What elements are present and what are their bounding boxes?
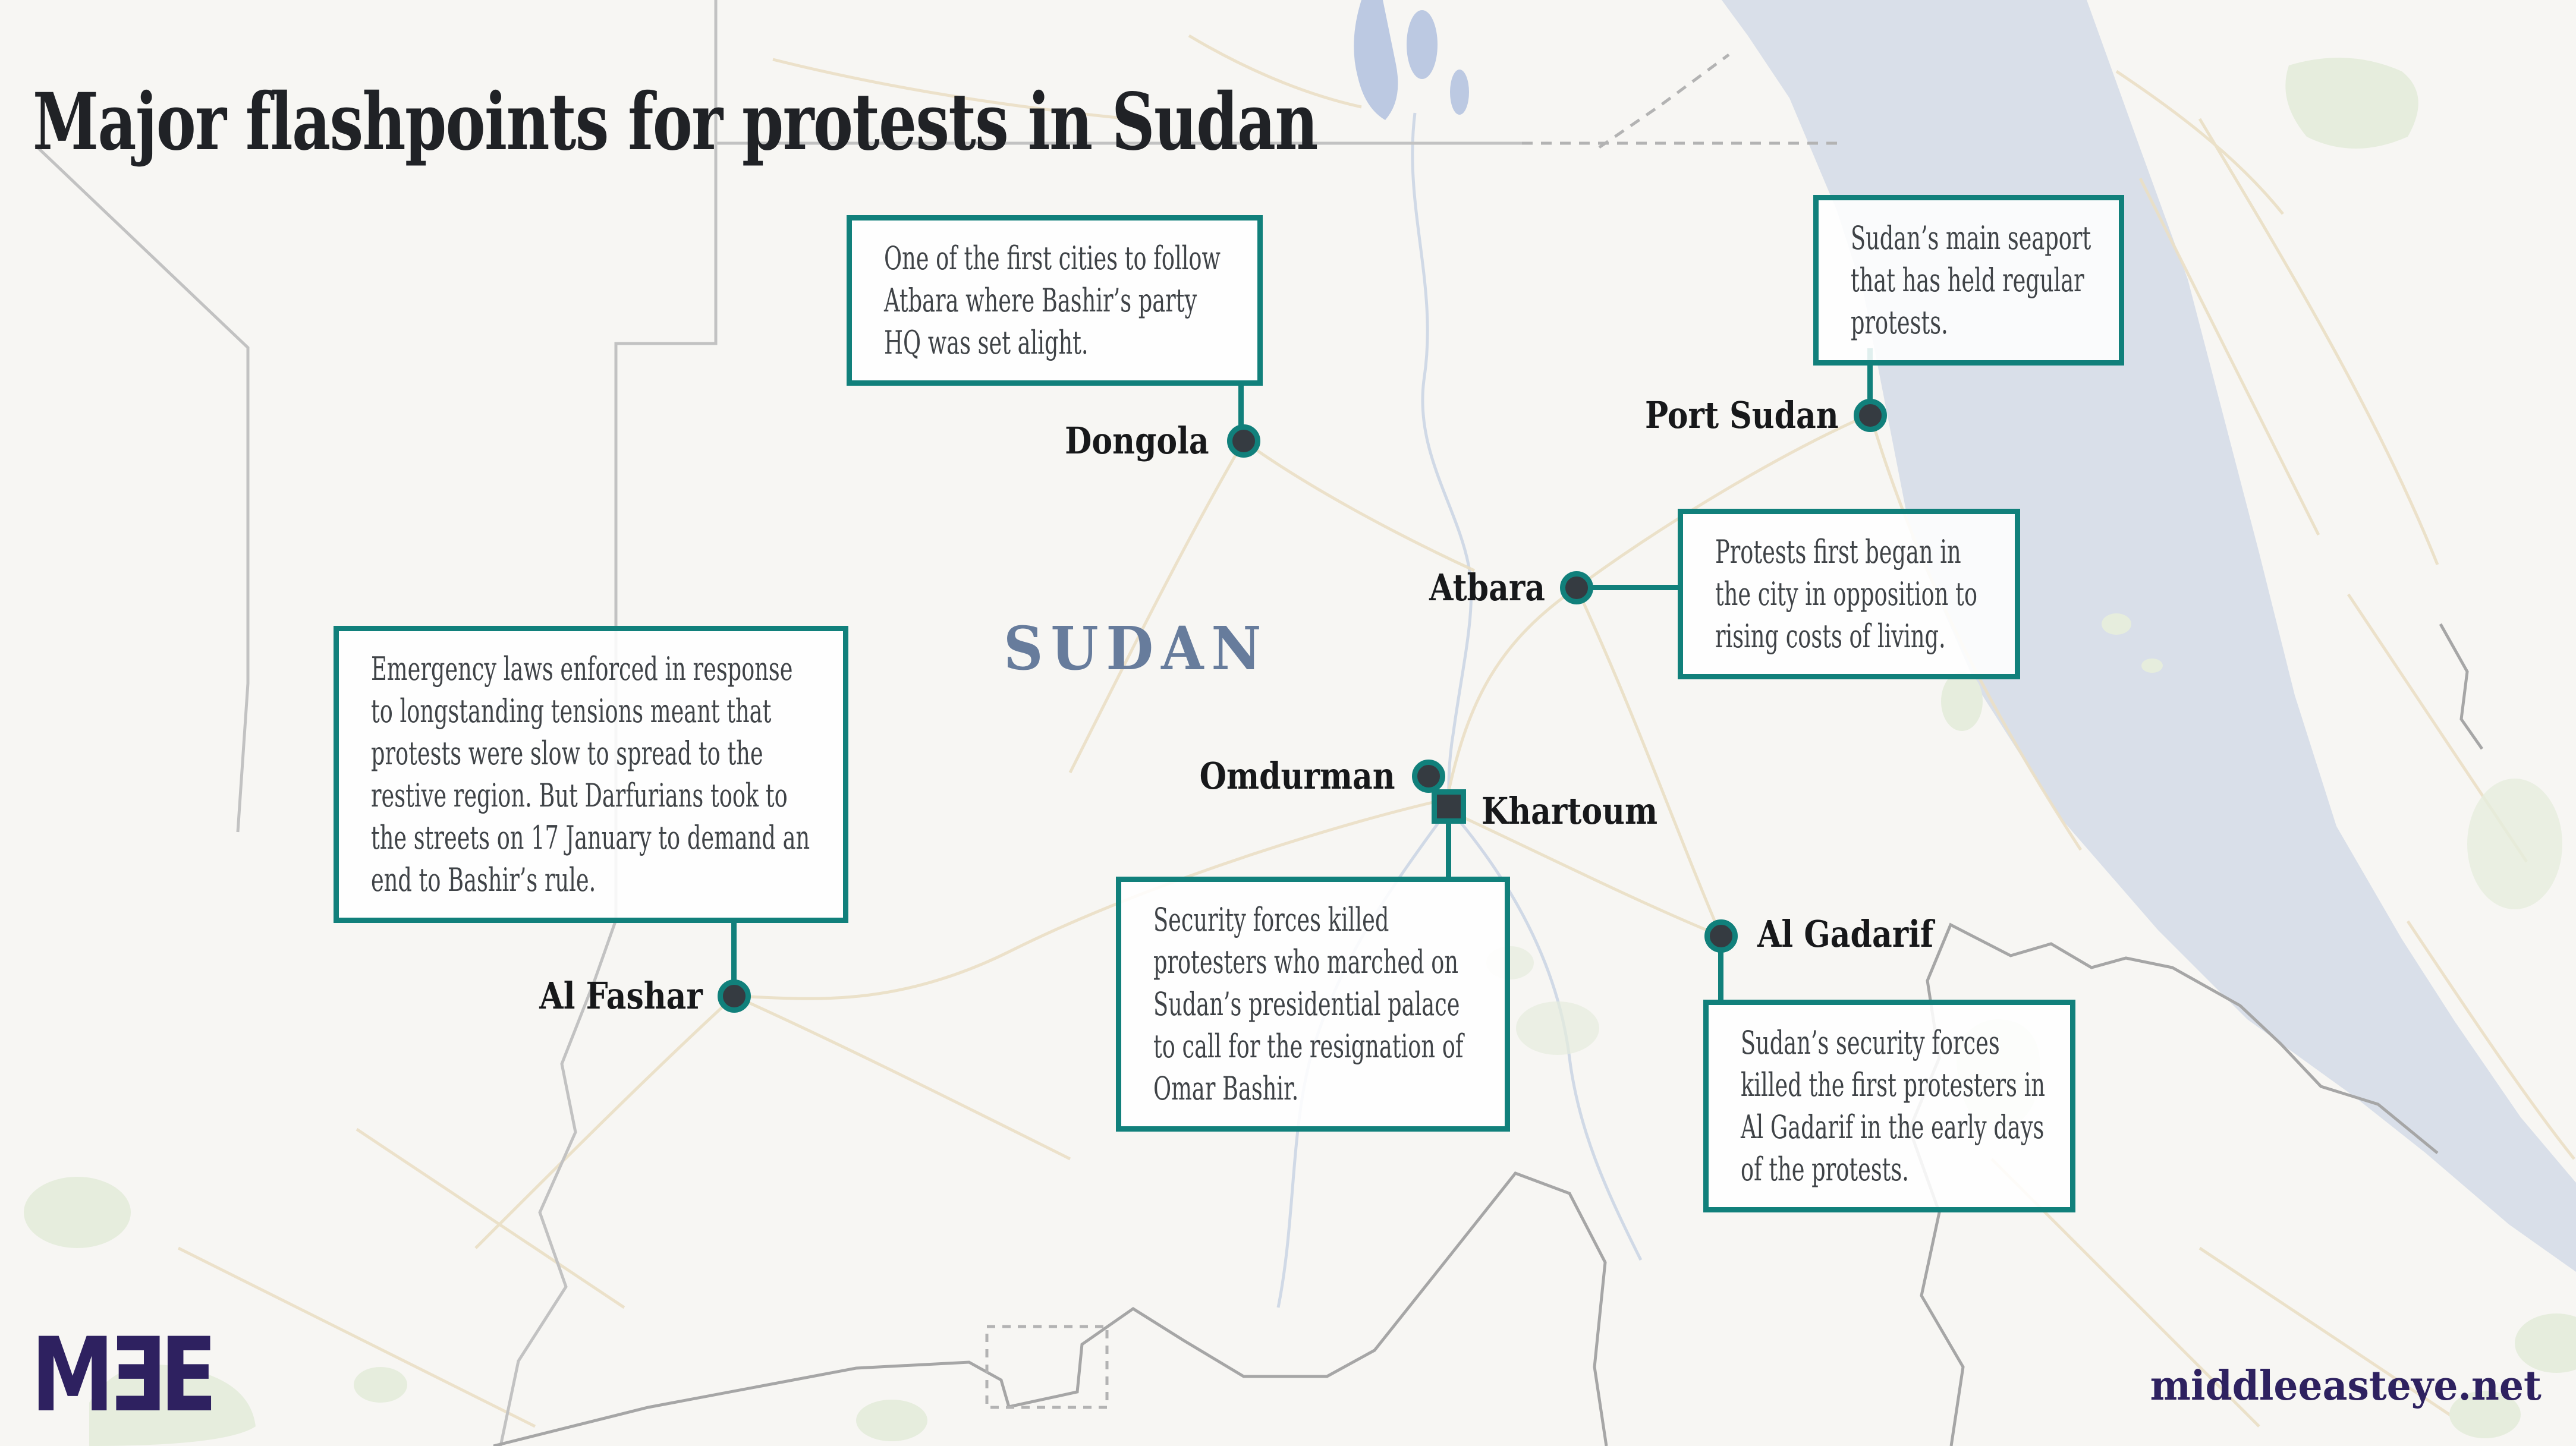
callout-text-line: Atbara where Bashir’s party: [884, 282, 1197, 319]
marker-al-fashar: [718, 979, 751, 1013]
marker-dongola: [1227, 424, 1260, 458]
callout-text-line: to call for the resignation of: [1153, 1028, 1464, 1065]
abyei-dashed-box: [985, 1325, 1109, 1409]
callout-text-line: One of the first cities to follow: [884, 240, 1221, 277]
lakes: [1354, 0, 1469, 120]
border-ethiopia-eritrea: [1908, 922, 2439, 1446]
website-url: middleeasteye.net: [2150, 1362, 2542, 1410]
page-title: Major flashpoints for protests in Sudan: [33, 76, 1318, 169]
callout-text-line: restive region. But Darfurians took to: [371, 777, 788, 814]
connector-atbara: [1591, 585, 1680, 590]
marker-atbara: [1560, 571, 1593, 604]
callout-dongola: One of the first cities to follow Atbara…: [847, 215, 1263, 386]
connector-port-sudan: [1867, 348, 1873, 402]
city-label-port-sudan: Port Sudan: [1645, 393, 1839, 437]
callout-text-line: Sudan’s security forces: [1741, 1024, 2000, 1061]
callout-text-line: protests were slow to spread to the: [371, 735, 763, 772]
country-label-sudan: SUDAN: [1004, 613, 1269, 683]
connector-khartoum: [1446, 821, 1451, 879]
marker-port-sudan: [1854, 399, 1887, 432]
callout-text-line: killed the first protesters in: [1741, 1066, 2045, 1104]
callout-text-line: the streets on 17 January to demand an: [371, 819, 810, 856]
mee-logo: MƎE: [31, 1315, 217, 1435]
country-borders-south-east: [493, 623, 2484, 1446]
connector-al-gadarif: [1718, 950, 1723, 1002]
border-south-sudan: [493, 1171, 1608, 1446]
city-label-al-fashar: Al Fashar: [539, 974, 703, 1017]
callout-text-line: Sudan’s main seaport: [1851, 219, 2091, 257]
callout-text-line: that has held regular: [1851, 262, 2084, 299]
marker-omdurman: [1412, 760, 1445, 793]
border-libya-chad: [34, 144, 250, 833]
callout-text-line: of the protests.: [1741, 1151, 1909, 1188]
border-halaib-diagonal: [1598, 53, 1730, 149]
city-label-atbara: Atbara: [1429, 566, 1545, 609]
city-label-khartoum: Khartoum: [1482, 789, 1658, 833]
connector-dongola: [1238, 380, 1244, 428]
callout-text-line: protests.: [1851, 304, 1948, 341]
border-arabian-side: [2439, 623, 2484, 750]
marker-khartoum-capital: [1432, 789, 1466, 824]
connector-al-fashar: [731, 918, 737, 982]
city-label-omdurman: Omdurman: [1200, 754, 1395, 798]
callout-text-line: rising costs of living.: [1715, 618, 1946, 655]
callout-text-line: end to Bashir’s rule.: [371, 861, 596, 899]
border-libya-egypt: [499, 0, 718, 1446]
callout-text-line: Protests first began in: [1715, 533, 1961, 571]
country-borders: [34, 0, 1522, 1446]
callout-text-line: Emergency laws enforced in response: [371, 650, 793, 688]
disputed-borders: [985, 53, 1840, 1409]
callout-text-line: Al Gadarif in the early days: [1741, 1108, 2045, 1146]
callout-text-line: HQ was set alight.: [884, 324, 1089, 361]
callout-khartoum: Security forces killed protesters who ma…: [1116, 877, 1510, 1132]
city-label-al-gadarif: Al Gadarif: [1757, 912, 1934, 956]
callout-text-line: Security forces killed: [1153, 901, 1389, 938]
callout-text-line: Omar Bashir.: [1153, 1070, 1299, 1107]
callout-al-fashar: Emergency laws enforced in response to l…: [334, 626, 848, 923]
callout-text-line: to longstanding tensions meant that: [371, 692, 772, 730]
callout-al-gadarif: Sudan’s security forces killed the first…: [1703, 1000, 2075, 1212]
callout-port-sudan: Sudan’s main seaport that has held regul…: [1813, 195, 2124, 366]
callout-text-line: protesters who marched on: [1153, 943, 1459, 981]
callout-text-line: Sudan’s presidential palace: [1153, 985, 1460, 1023]
city-label-dongola: Dongola: [1065, 419, 1209, 462]
marker-al-gadarif: [1704, 919, 1738, 953]
callout-atbara: Protests first began in the city in oppo…: [1678, 509, 2020, 679]
callout-text-line: the city in opposition to: [1715, 575, 1977, 613]
